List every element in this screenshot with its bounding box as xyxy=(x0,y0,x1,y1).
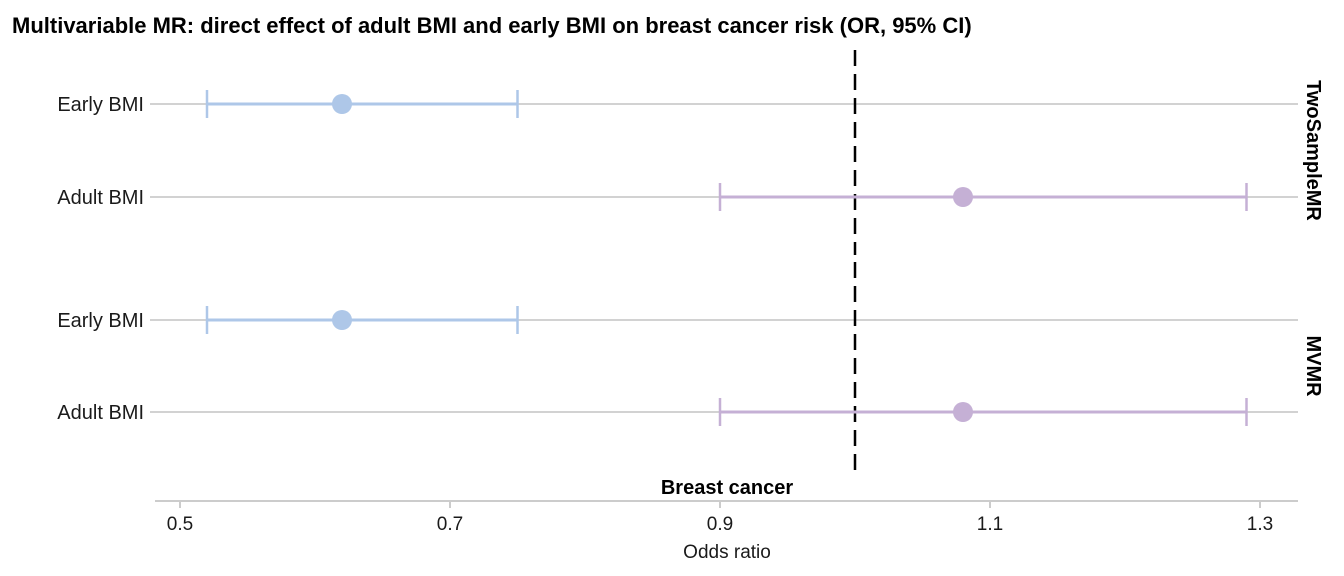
chart-title: Multivariable MR: direct effect of adult… xyxy=(12,13,972,38)
x-axis-title: Odds ratio xyxy=(683,542,771,563)
row-labels: Early BMI Adult BMI Early BMI Adult BMI xyxy=(57,94,144,424)
row-label: Early BMI xyxy=(57,94,144,116)
x-tick-label: 1.3 xyxy=(1247,514,1273,535)
x-axis-ticks: 0.5 0.7 0.9 1.1 1.3 xyxy=(167,501,1273,535)
x-tick-label: 1.1 xyxy=(977,514,1003,535)
data-marks xyxy=(205,90,1248,426)
row-label: Adult BMI xyxy=(57,402,144,424)
facet-label: TwoSampleMR xyxy=(1302,80,1324,221)
row-label: Adult BMI xyxy=(57,187,144,209)
strip-label: Breast cancer xyxy=(661,477,794,499)
point-estimate xyxy=(953,187,973,207)
row-gridlines xyxy=(150,103,1298,413)
point-estimate xyxy=(332,310,352,330)
row-label: Early BMI xyxy=(57,310,144,332)
facet-labels: TwoSampleMR MVMR xyxy=(1302,80,1324,397)
facet-label: MVMR xyxy=(1302,335,1324,397)
x-tick-label: 0.5 xyxy=(167,514,193,535)
point-estimate xyxy=(332,94,352,114)
point-estimate xyxy=(953,402,973,422)
x-tick-label: 0.9 xyxy=(707,514,733,535)
x-tick-label: 0.7 xyxy=(437,514,463,535)
